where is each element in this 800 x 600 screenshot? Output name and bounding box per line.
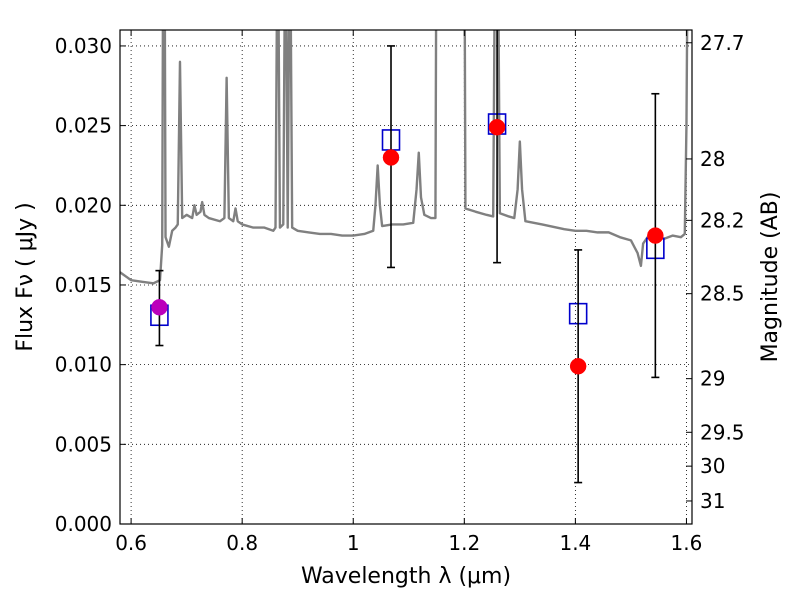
y-tick-label: 0.005 [55, 432, 112, 456]
y-tick-label: 0.020 [55, 193, 112, 217]
x-tick-label: 1.2 [448, 531, 480, 555]
y-axis-label: Flux Fν ( μJy ) [13, 202, 38, 351]
axis-ticks: 0.6 0.8 1 1.2 1.4 1.6 0.000 0.005 0.010 0.015 0.02… [55, 30, 745, 555]
x-tick-label: 1.4 [559, 531, 591, 555]
right-y-tick-label: 31 [700, 489, 725, 513]
x-tick-label: 0.8 [226, 531, 258, 555]
plot-frame [119, 29, 693, 525]
observed-photometry-point [151, 299, 168, 316]
right-y-tick-label: 28.5 [700, 282, 745, 306]
right-y-tick-label: 28 [700, 147, 725, 171]
x-axis-label: Wavelength λ (μm) [301, 564, 511, 589]
spectrum-line [120, 30, 689, 285]
right-y-tick-label: 30 [700, 454, 725, 478]
x-tick-label: 0.6 [115, 531, 147, 555]
right-y-tick-label: 29.5 [700, 420, 745, 444]
y-tick-label: 0.030 [55, 34, 112, 58]
right-y-tick-label: 27.7 [700, 31, 745, 55]
plot-area [120, 30, 689, 484]
right-y-tick-label: 29 [700, 367, 725, 391]
y-tick-label: 0.015 [55, 273, 112, 297]
y-tick-label: 0.025 [55, 114, 112, 138]
observed-photometry-point [382, 149, 400, 166]
observed-photometry-point [647, 227, 664, 244]
right-y-tick-label: 28.2 [700, 208, 745, 232]
x-tick-label: 1.6 [671, 531, 703, 555]
observed-photometry-point [488, 118, 506, 136]
observed-photometry-point [569, 357, 587, 375]
x-tick-label: 1 [347, 531, 360, 555]
right-y-axis-label: Magnitude (AB) [758, 192, 783, 363]
y-tick-label: 0.000 [55, 512, 112, 536]
y-tick-label: 0.010 [55, 353, 112, 377]
